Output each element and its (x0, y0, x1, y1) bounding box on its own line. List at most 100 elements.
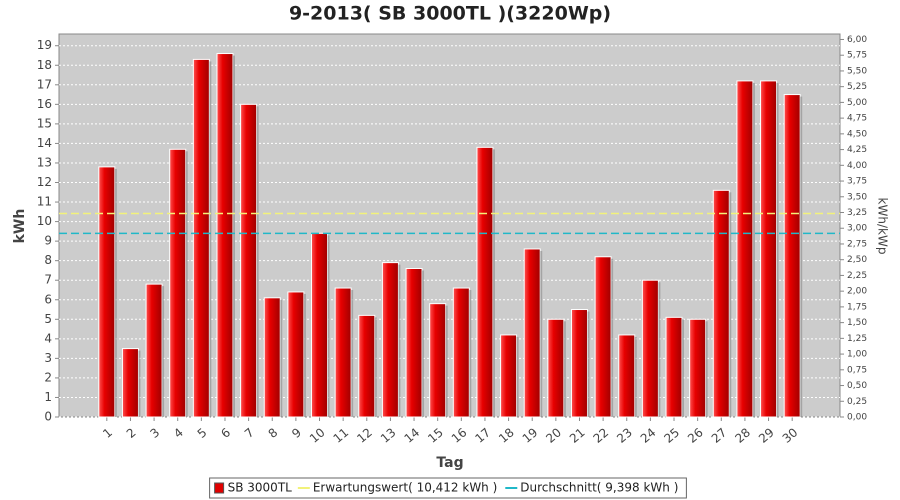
bar-shadow (351, 290, 354, 417)
bar (689, 318, 707, 418)
x-tick-label: 19 (520, 425, 541, 446)
bar-shadow (445, 305, 448, 417)
x-tick-label: 3 (147, 425, 162, 441)
y2-tick-label: 2,25 (847, 271, 867, 281)
x-tick-label: 17 (472, 425, 493, 446)
bar (192, 58, 210, 418)
y-axis-title: kWh (12, 209, 28, 244)
y2-tick-label: 3,00 (847, 224, 867, 234)
x-tick-label: 11 (331, 425, 352, 446)
bar (429, 303, 447, 418)
y-tick-label: 0 (44, 410, 52, 424)
bar-shadow (540, 250, 543, 417)
x-tick-label: 9 (289, 425, 304, 441)
y2-tick-label: 6,00 (847, 35, 867, 45)
y-tick-label: 11 (37, 195, 52, 209)
y2-tick-label: 1,50 (847, 318, 867, 328)
x-tick-label: 8 (266, 425, 281, 441)
y2-tick-label: 1,00 (847, 350, 867, 360)
x-tick-label: 10 (307, 425, 328, 446)
bar-shadow (114, 168, 117, 417)
x-tick-label: 14 (402, 425, 423, 446)
bar-shadow (185, 151, 188, 417)
x-tick-label: 4 (171, 425, 186, 441)
bar (381, 262, 399, 418)
bar-shadow (776, 82, 779, 418)
bar (523, 248, 541, 418)
bar-shadow (658, 282, 661, 417)
bar-shadow (611, 258, 614, 417)
bar-shadow (682, 319, 685, 417)
y-tick-label: 3 (44, 351, 52, 365)
bar (547, 318, 565, 418)
y2-tick-label: 2,75 (847, 239, 867, 249)
bar-shadow (729, 192, 732, 417)
bar (452, 287, 470, 418)
y2-tick-label: 5,75 (847, 51, 867, 61)
x-tick-label: 7 (242, 425, 257, 441)
y-tick-label: 1 (44, 390, 52, 404)
y-tick-label: 5 (44, 312, 52, 326)
y2-tick-label: 0,50 (847, 381, 867, 391)
bar-shadow (516, 336, 519, 417)
bar-shadow (800, 96, 803, 417)
x-tick-label: 2 (124, 425, 139, 441)
legend-label: SB 3000TL (228, 481, 293, 495)
bar-shadow (469, 290, 472, 417)
x-tick-label: 28 (732, 425, 753, 446)
y2-tick-label: 4,75 (847, 114, 867, 124)
y-tick-label: 4 (44, 331, 52, 345)
bar-shadow (422, 270, 425, 417)
y2-tick-label: 0,75 (847, 365, 867, 375)
x-tick-label: 30 (780, 425, 801, 446)
legend-swatch (214, 482, 225, 494)
y2-tick-label: 0,00 (847, 413, 867, 423)
bar-shadow (280, 299, 283, 417)
bar-shadow (563, 321, 566, 417)
y-tick-label: 6 (44, 292, 52, 306)
bar (712, 189, 730, 418)
bar (405, 267, 423, 418)
x-tick-label: 20 (543, 425, 564, 446)
y2-tick-label: 1,25 (847, 334, 867, 344)
y2-tick-label: 3,75 (847, 177, 867, 187)
bar (334, 287, 352, 418)
y-tick-label: 17 (37, 77, 52, 91)
y2-tick-label: 0,25 (847, 397, 867, 407)
y-tick-label: 2 (44, 370, 52, 384)
bar-shadow (303, 293, 306, 417)
bar-shadow (209, 61, 212, 417)
x-tick-label: 23 (614, 425, 635, 446)
bar (594, 256, 612, 418)
bar-shadow (327, 235, 330, 417)
y2-tick-label: 2,00 (847, 287, 867, 297)
y-tick-label: 14 (37, 136, 52, 150)
y2-tick-label: 3,50 (847, 192, 867, 202)
bar (216, 53, 234, 418)
bar (169, 148, 187, 418)
y-tick-label: 18 (37, 58, 52, 72)
bar (760, 80, 778, 418)
bar-shadow (492, 149, 495, 417)
x-tick-label: 16 (449, 425, 470, 446)
y2-tick-label: 5,25 (847, 82, 867, 92)
bar (618, 334, 636, 418)
x-tick-label: 5 (195, 425, 210, 441)
bar-shadow (374, 317, 377, 417)
y-tick-label: 7 (44, 273, 52, 287)
bar-shadow (162, 286, 165, 417)
bar (240, 103, 258, 418)
bar (98, 166, 116, 418)
plot-area (58, 33, 841, 418)
x-tick-label: 27 (709, 425, 730, 446)
bar (500, 334, 518, 418)
bar (358, 314, 376, 418)
bar-shadow (256, 106, 259, 418)
bar (783, 94, 801, 418)
y2-tick-label: 4,25 (847, 145, 867, 155)
bar (263, 297, 281, 418)
bar-shadow (705, 321, 708, 417)
bar (145, 283, 163, 418)
x-tick-label: 26 (685, 425, 706, 446)
